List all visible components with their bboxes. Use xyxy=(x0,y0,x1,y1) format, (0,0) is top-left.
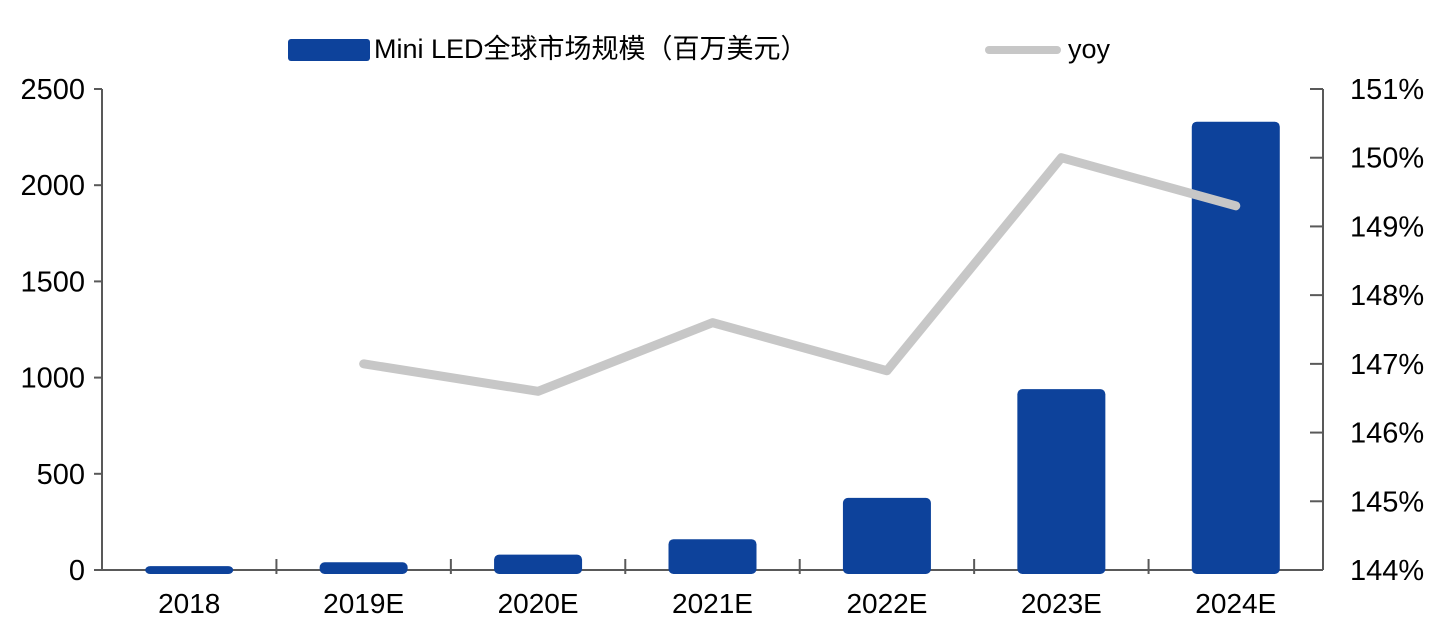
left-axis-tick-label: 500 xyxy=(37,459,85,491)
yoy-line xyxy=(359,153,1241,396)
bar xyxy=(1191,121,1280,574)
bar-legend-swatch-icon xyxy=(288,38,370,61)
bar xyxy=(319,562,408,574)
left-axis-tick-label: 0 xyxy=(69,555,85,587)
bar xyxy=(494,554,583,574)
bar xyxy=(668,539,757,574)
x-axis-category-label: 2018 xyxy=(158,588,220,619)
right-axis-tick-label: 150% xyxy=(1350,143,1424,175)
right-axis-tick-label: 147% xyxy=(1350,349,1424,381)
left-axis-tick-label: 1500 xyxy=(20,266,85,298)
right-axis-tick-label: 149% xyxy=(1350,211,1424,243)
x-axis-category-label: 2024E xyxy=(1195,588,1276,619)
legend-label-yoy: yoy xyxy=(1068,34,1111,64)
bar xyxy=(145,566,234,574)
right-axis-tick-label: 146% xyxy=(1350,418,1424,450)
x-axis-category-label: 2023E xyxy=(1021,588,1102,619)
x-axis-category-label: 2021E xyxy=(672,588,753,619)
left-axis-tick-label: 2000 xyxy=(20,170,85,202)
bar xyxy=(842,497,931,574)
bar xyxy=(1017,389,1106,574)
legend-label-market-size: Mini LED全球市场规模（百万美元） xyxy=(374,34,808,64)
right-axis-tick-label: 145% xyxy=(1350,486,1424,518)
right-axis-tick-label: 151% xyxy=(1350,74,1424,106)
right-axis-tick-label: 144% xyxy=(1350,555,1424,587)
right-axis-tick-label: 148% xyxy=(1350,280,1424,312)
x-axis-category-label: 2022E xyxy=(846,588,927,619)
x-axis-category-label: 2020E xyxy=(498,588,579,619)
left-axis-tick-label: 1000 xyxy=(20,363,85,395)
left-axis-tick-label: 2500 xyxy=(20,74,85,106)
legend-item-market-size: Mini LED全球市场规模（百万美元） xyxy=(288,36,808,63)
x-axis-category-label: 2019E xyxy=(323,588,404,619)
legend-item-yoy: yoy xyxy=(985,36,1110,63)
line-legend-swatch-icon xyxy=(985,45,1061,54)
